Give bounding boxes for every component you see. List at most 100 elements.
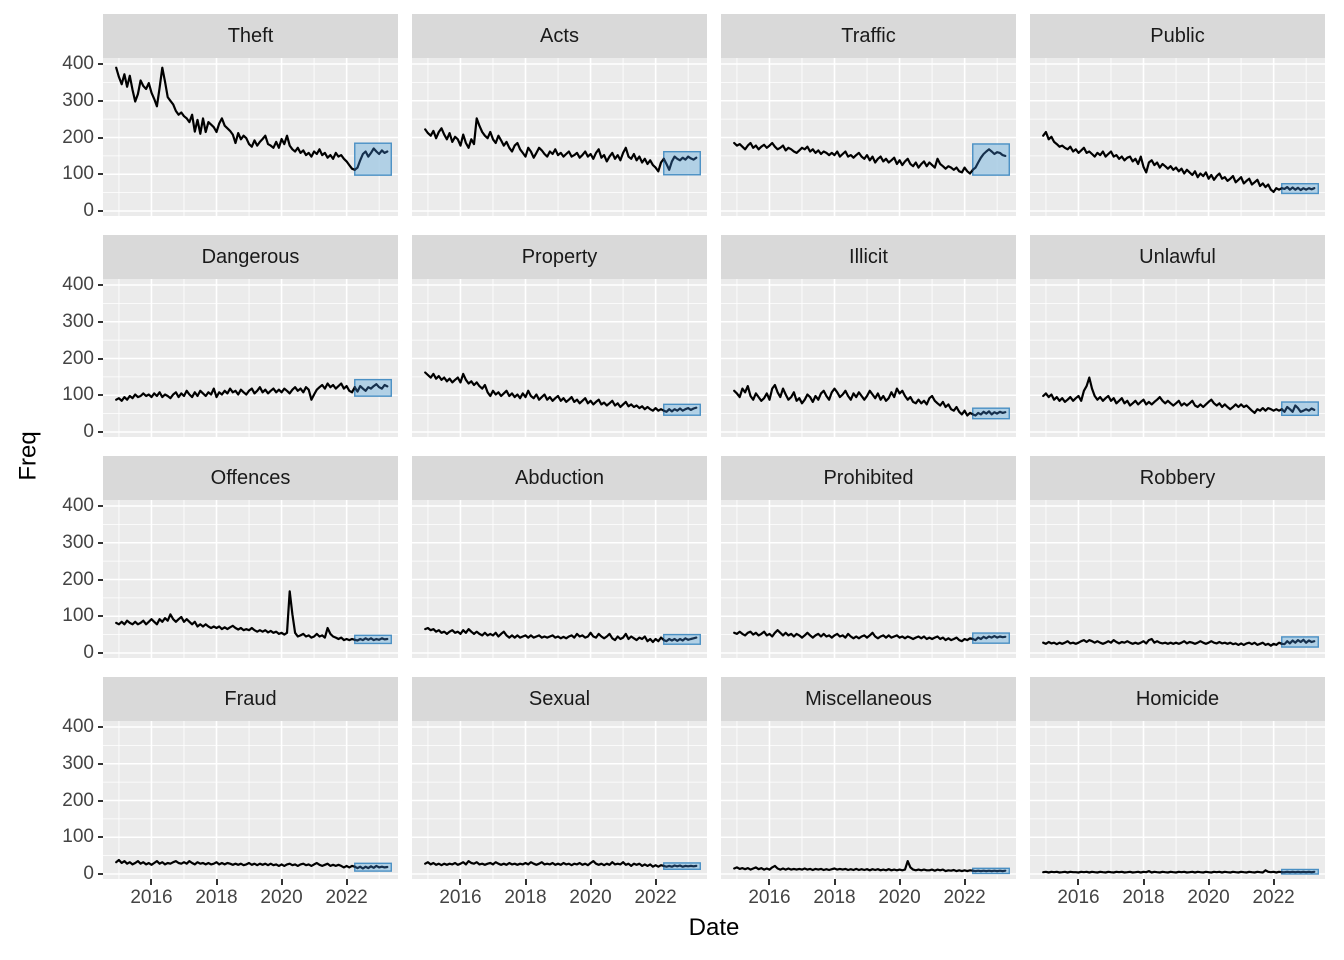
facet-panel-miscellaneous: Miscellaneous xyxy=(721,677,1016,879)
forecast-line xyxy=(662,406,698,413)
facet-panel-traffic: Traffic xyxy=(721,14,1016,216)
facet-panel-property: Property xyxy=(412,235,707,437)
x-tick-mark xyxy=(654,879,657,885)
y-tick-label: 100 xyxy=(62,605,94,627)
y-tick-label: 400 xyxy=(62,716,94,737)
facet-plot xyxy=(721,58,1016,216)
y-tick-mark xyxy=(98,873,103,875)
facet-plot xyxy=(103,721,398,879)
forecast-line xyxy=(1280,186,1316,192)
history-line xyxy=(1042,376,1283,414)
forecast-line xyxy=(971,148,1007,171)
y-tick-label: 300 xyxy=(62,310,94,332)
x-tick-label: 2018 xyxy=(504,887,547,908)
facet-plot xyxy=(412,721,707,879)
x-tick-mark xyxy=(524,879,527,885)
facet-plot xyxy=(721,279,1016,437)
x-axis-title: Date xyxy=(688,914,740,941)
y-tick-mark xyxy=(98,357,103,360)
y-tick-mark xyxy=(98,394,103,397)
history-line xyxy=(733,141,974,175)
history-line xyxy=(424,117,665,173)
y-tick-mark xyxy=(98,578,103,581)
history-line xyxy=(115,590,356,642)
y-tick-mark xyxy=(98,541,103,544)
forecast-line xyxy=(971,635,1007,642)
forecast-line xyxy=(1280,638,1316,646)
facet-strip-label: Illicit xyxy=(721,235,1016,279)
y-tick-mark xyxy=(98,320,103,323)
x-tick-label: 2022 xyxy=(943,887,986,908)
facet-plot xyxy=(103,279,398,437)
y-tick-mark xyxy=(98,615,103,618)
facet-strip-label: Public xyxy=(1030,14,1325,58)
x-tick-label: 2020 xyxy=(569,887,612,908)
y-tick-mark xyxy=(98,210,103,212)
facet-panel-illicit: Illicit xyxy=(721,235,1016,437)
x-tick-label: 2020 xyxy=(878,887,921,908)
facet-panel-acts: Acts xyxy=(412,14,707,216)
history-line xyxy=(115,858,356,869)
y-tick-label: 300 xyxy=(62,531,94,553)
facet-panel-sexual: Sexual xyxy=(412,677,707,879)
x-tick-mark xyxy=(963,879,966,885)
history-line xyxy=(733,383,974,417)
x-tick-label: 2018 xyxy=(1122,887,1165,908)
x-tick-mark xyxy=(768,879,771,885)
history-line xyxy=(424,371,665,412)
facet-strip-label: Offences xyxy=(103,456,398,500)
x-tick-mark xyxy=(215,879,218,885)
x-tick-label: 2018 xyxy=(813,887,856,908)
y-tick-label: 400 xyxy=(62,495,94,516)
facet-plot xyxy=(412,279,707,437)
history-line xyxy=(1042,130,1283,193)
forecast-band xyxy=(972,143,1010,176)
y-tick-label: 400 xyxy=(62,274,94,295)
x-tick-mark xyxy=(459,879,462,885)
x-tick-label: 2016 xyxy=(748,887,791,908)
x-tick-label: 2022 xyxy=(1252,887,1295,908)
facet-strip-label: Traffic xyxy=(721,14,1016,58)
facet-strip-label: Abduction xyxy=(412,456,707,500)
facet-plot xyxy=(1030,500,1325,658)
x-tick-label: 2016 xyxy=(1057,887,1100,908)
x-tick-label: 2016 xyxy=(130,887,173,908)
y-tick-mark xyxy=(98,136,103,139)
x-tick-label: 2022 xyxy=(325,887,368,908)
facet-plot xyxy=(1030,279,1325,437)
history-line xyxy=(1042,637,1283,647)
forecast-line xyxy=(353,383,389,393)
facet-panel-public: Public xyxy=(1030,14,1325,216)
facet-strip-label: Homicide xyxy=(1030,677,1325,721)
y-tick-mark xyxy=(98,284,103,286)
facet-strip-label: Acts xyxy=(412,14,707,58)
facet-plot xyxy=(721,721,1016,879)
x-tick-mark xyxy=(1272,879,1275,885)
y-tick-mark xyxy=(98,431,103,433)
x-tick-label: 2020 xyxy=(260,887,303,908)
x-tick-mark xyxy=(898,879,901,885)
y-tick-label: 300 xyxy=(62,752,94,774)
x-tick-label: 2016 xyxy=(439,887,482,908)
forecast-line xyxy=(353,864,389,870)
y-tick-label: 0 xyxy=(83,863,94,884)
facet-strip-label: Fraud xyxy=(103,677,398,721)
forecast-line xyxy=(1280,404,1316,413)
facet-panel-robbery: Robbery xyxy=(1030,456,1325,658)
x-tick-label: 2020 xyxy=(1187,887,1230,908)
y-tick-mark xyxy=(98,99,103,102)
y-tick-mark xyxy=(98,762,103,765)
facet-panel-homicide: Homicide xyxy=(1030,677,1325,879)
y-tick-label: 0 xyxy=(83,200,94,221)
x-tick-mark xyxy=(833,879,836,885)
y-tick-mark xyxy=(98,799,103,802)
y-tick-label: 400 xyxy=(62,53,94,74)
y-tick-label: 200 xyxy=(62,347,94,369)
facet-plot xyxy=(412,500,707,658)
y-tick-label: 100 xyxy=(62,163,94,185)
forecast-band xyxy=(663,150,701,176)
facet-panel-theft: Theft xyxy=(103,14,398,216)
x-tick-label: 2022 xyxy=(634,887,677,908)
y-tick-label: 300 xyxy=(62,89,94,111)
